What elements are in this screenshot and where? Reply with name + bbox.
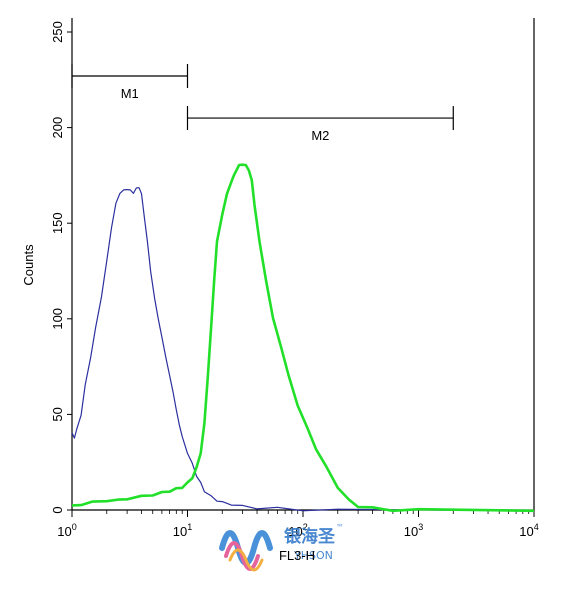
y-tick-label: 200 [50,117,65,139]
y-axis-title: Counts [21,244,36,286]
x-axis-title: FL3-H [279,548,315,563]
gate-label: M1 [121,86,139,101]
y-ticks: 0 50 100 150 200 250 [50,21,72,514]
x-tick-label: 100 [57,522,76,539]
watermark-text: 银海圣 [284,526,336,547]
y-tick-label: 50 [50,407,65,421]
x-tick-label: 101 [173,522,192,539]
gates-layer: M1 M2 [71,63,454,143]
watermark-logo: 银海圣 ™ YHSON [219,523,344,572]
series-line-2 [71,163,535,513]
x-tick-label: 103 [404,522,423,539]
y-tick-label: 0 [50,506,65,513]
gate-label: M2 [311,128,329,143]
watermark-tm: ™ [336,523,344,532]
y-tick-label: 150 [50,212,65,234]
series-layer [71,163,535,513]
x-tick-label: 104 [519,522,538,539]
y-tick-label: 250 [50,21,65,43]
x-ticks: 100 101 102 103 104 [57,510,539,539]
series-line-1 [71,187,535,512]
x-tick-label: 102 [288,522,307,539]
y-tick-label: 100 [50,308,65,330]
watermark-subtext: YHSON [293,549,333,562]
